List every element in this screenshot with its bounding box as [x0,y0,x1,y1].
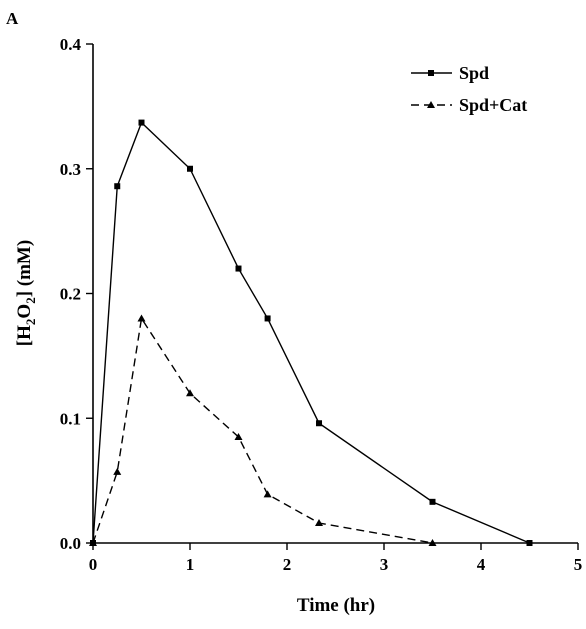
x-tick-label: 5 [574,555,583,574]
y-axis-title-mid: O [14,304,35,319]
data-point-spd-cat [89,539,97,546]
x-tick-label: 0 [89,555,98,574]
data-point-spd-cat [186,389,194,397]
series-line-spd-cat [92,316,433,544]
legend: Spd Spd+Cat [411,63,527,115]
data-point-spd-cat [113,467,122,475]
data-point-spd-cat [428,539,437,546]
y-tick-label: 0.3 [60,160,81,179]
ticks: 0 1 2 3 4 5 0.0 0.1 0.2 0.3 0.4 [60,35,583,574]
data-point-spd [526,540,533,546]
data-point-spd-cat [137,314,146,322]
x-tick-label: 4 [477,555,486,574]
y-axis-title-suffix: ] (mM) [14,240,35,298]
data-point-spd [264,315,271,322]
data-point-spd [114,183,121,190]
data-point-spd [235,265,242,272]
x-axis-title: Time (hr) [297,595,375,616]
axes [92,44,578,544]
data-point-spd [429,498,436,505]
x-tick-label: 2 [283,555,292,574]
y-axis-title-sub1: 2 [23,319,38,326]
series-line-spd [92,121,530,544]
data-point-spd [138,119,145,126]
data-point-spd [316,420,323,427]
panel-label: A [6,9,19,28]
legend-item-spd: Spd [411,63,489,83]
data-point-spd [187,165,193,172]
legend-marker-spd-cat [427,101,435,108]
y-axis-title-sub2: 2 [23,297,38,304]
y-axis-title-prefix: [H [14,325,35,346]
legend-label-spd: Spd [459,63,489,83]
legend-marker-spd [428,70,434,76]
series-spd [90,119,533,546]
x-tick-label: 1 [186,555,195,574]
y-tick-label: 0.4 [60,35,82,54]
series-layer [89,119,533,546]
series-spd-cat [89,314,437,546]
data-point-spd-cat [315,519,324,527]
x-tick-label: 3 [380,555,389,574]
data-point-spd-cat [263,490,272,498]
y-tick-label: 0.1 [60,409,81,428]
legend-item-spd-cat: Spd+Cat [411,95,527,115]
legend-label-spd-cat: Spd+Cat [459,95,527,115]
y-tick-label: 0.2 [60,285,81,304]
y-tick-label: 0.0 [60,534,81,553]
y-axis-title: [H2O2] (mM) [14,240,38,346]
data-point-spd-cat [234,432,243,440]
